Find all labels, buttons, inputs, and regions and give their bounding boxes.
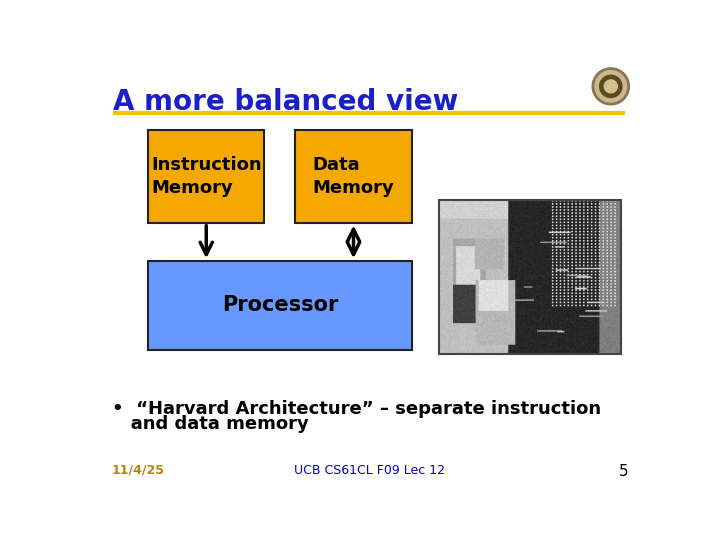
Circle shape [604, 80, 617, 93]
Text: A more balanced view: A more balanced view [113, 88, 459, 116]
Text: 5: 5 [619, 464, 629, 478]
Text: Instruction
Memory: Instruction Memory [151, 156, 261, 197]
Circle shape [600, 75, 622, 97]
Text: 11/4/25: 11/4/25 [112, 464, 165, 477]
FancyBboxPatch shape [295, 130, 412, 222]
FancyBboxPatch shape [148, 261, 412, 350]
Text: •  “Harvard Architecture” – separate instruction: • “Harvard Architecture” – separate inst… [112, 400, 600, 418]
Text: Data
Memory: Data Memory [312, 156, 395, 197]
FancyBboxPatch shape [148, 130, 264, 222]
Text: UCB CS61CL F09 Lec 12: UCB CS61CL F09 Lec 12 [294, 464, 444, 477]
Circle shape [595, 71, 626, 102]
Circle shape [593, 68, 629, 105]
Text: Processor: Processor [222, 295, 338, 315]
Text: and data memory: and data memory [112, 415, 308, 433]
